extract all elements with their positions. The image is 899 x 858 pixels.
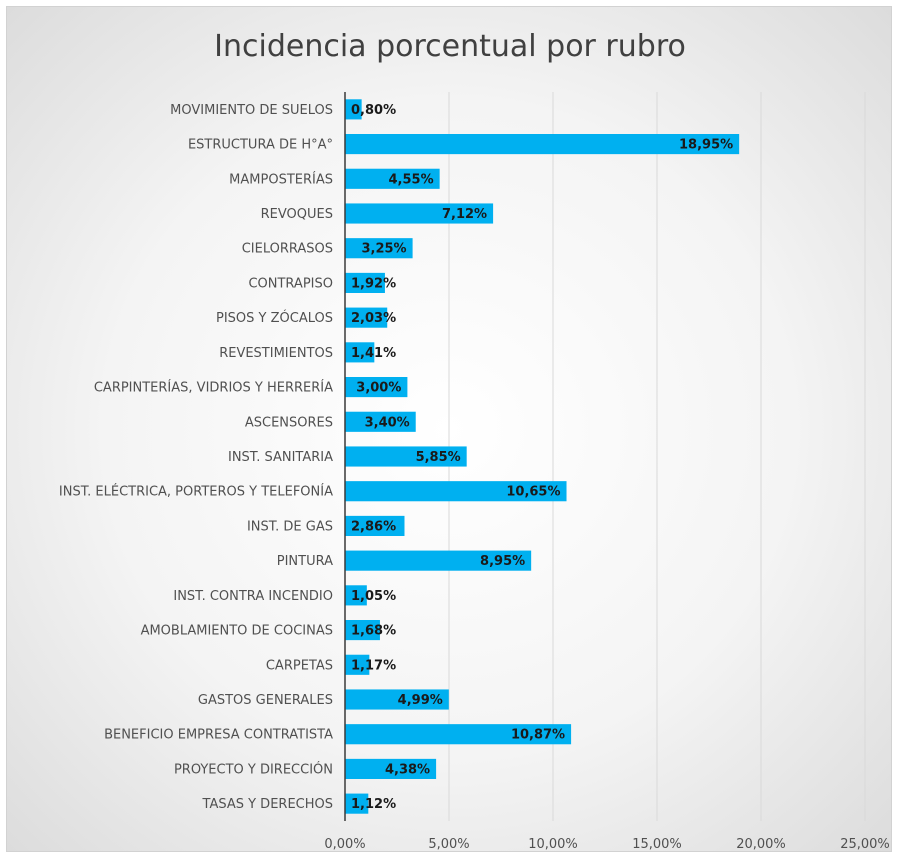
chart-title: Incidencia porcentual por rubro <box>214 29 686 64</box>
bar <box>345 620 380 641</box>
bar <box>345 342 375 363</box>
category-label: CIELORRASOS <box>242 242 333 257</box>
bar <box>345 515 405 536</box>
data-label: 10,65% <box>506 485 560 500</box>
bar <box>345 99 362 120</box>
category-label: REVOQUES <box>261 207 333 222</box>
data-label: 1,68% <box>351 624 396 639</box>
bar <box>345 481 567 502</box>
category-label: AMOBLAMIENTO DE COCINAS <box>141 624 333 639</box>
x-tick-label: 20,00% <box>736 837 786 852</box>
category-label: REVESTIMIENTOS <box>219 346 333 361</box>
x-tick-label: 0,00% <box>324 837 365 852</box>
x-tick-label: 5,00% <box>428 837 469 852</box>
data-label: 1,41% <box>351 346 396 361</box>
category-label: INST. CONTRA INCENDIO <box>173 589 333 604</box>
data-label: 7,12% <box>442 207 487 222</box>
bar <box>345 134 740 155</box>
bar <box>345 654 370 675</box>
bar <box>345 689 449 710</box>
data-label: 3,40% <box>365 415 410 430</box>
bar <box>345 585 367 606</box>
data-label: 3,25% <box>361 242 406 257</box>
data-label: 2,86% <box>351 519 396 534</box>
data-label: 1,17% <box>351 658 396 673</box>
data-label: 4,99% <box>398 693 443 708</box>
category-label: GASTOS GENERALES <box>198 693 333 708</box>
category-label: INST. DE GAS <box>247 519 333 534</box>
bar-chart: 0,00% 5,00% 10,00% 15,00% 20,00% 25,00% MOVIMI… <box>59 92 890 852</box>
category-label: CARPETAS <box>266 658 333 673</box>
bar <box>345 307 388 328</box>
bar <box>345 550 532 571</box>
category-label: TASAS Y DERECHOS <box>202 797 333 812</box>
bar <box>345 793 369 814</box>
data-label: 10,87% <box>511 728 565 743</box>
bar <box>345 724 572 745</box>
bar <box>345 238 413 259</box>
data-label: 1,12% <box>351 797 396 812</box>
x-tick-label: 10,00% <box>528 837 578 852</box>
data-label: 2,03% <box>351 311 396 326</box>
category-label: ESTRUCTURA DE H°A° <box>188 138 333 153</box>
chart-frame: Incidencia porcentual por rubro 0,00% 5,0… <box>6 6 892 852</box>
category-label: BENEFICIO EMPRESA CONTRATISTA <box>104 728 333 743</box>
category-label: MOVIMIENTO DE SUELOS <box>170 103 333 118</box>
bar <box>345 377 408 398</box>
data-label: 1,05% <box>351 589 396 604</box>
category-label: ASCENSORES <box>245 415 333 430</box>
data-label: 4,38% <box>385 762 430 777</box>
bar <box>345 446 467 467</box>
data-label: 5,85% <box>416 450 461 465</box>
bar <box>345 272 385 293</box>
bar <box>345 758 437 779</box>
bar <box>345 168 440 189</box>
data-label: 0,80% <box>351 103 396 118</box>
category-label: PISOS Y ZÓCALOS <box>216 310 333 326</box>
category-label: PINTURA <box>277 554 333 569</box>
category-label: INST. SANITARIA <box>228 450 333 465</box>
data-label: 3,00% <box>356 381 401 396</box>
data-label: 18,95% <box>679 138 733 153</box>
data-label: 1,92% <box>351 276 396 291</box>
category-label: CARPINTERÍAS, VIDRIOS Y HERRERÍA <box>94 380 333 396</box>
category-label: INST. ELÉCTRICA, PORTEROS Y TELEFONÍA <box>59 484 333 500</box>
category-label: PROYECTO Y DIRECCIÓN <box>174 761 333 777</box>
x-tick-label: 25,00% <box>840 837 890 852</box>
bar <box>345 203 494 224</box>
x-tick-label: 15,00% <box>632 837 682 852</box>
category-label: MAMPOSTERÍAS <box>229 171 333 187</box>
data-label: 4,55% <box>389 172 434 187</box>
bar <box>345 411 416 432</box>
category-label: CONTRAPISO <box>248 276 333 291</box>
data-label: 8,95% <box>480 554 525 569</box>
